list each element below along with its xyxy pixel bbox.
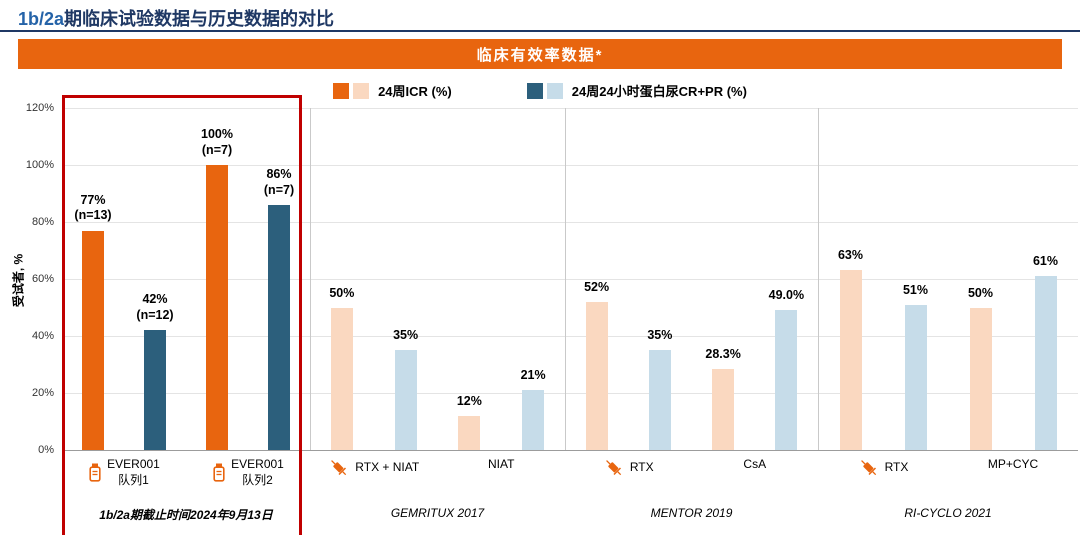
bar-value-label: 77% (n=13) (74, 192, 112, 223)
gridline (62, 222, 1078, 223)
gridline (62, 336, 1078, 337)
x-axis-label-text: NIAT (488, 457, 515, 471)
x-axis-label: EVER001 队列1 (49, 457, 199, 488)
legend-label: 24周ICR (%) (378, 84, 452, 99)
legend-swatch-blue (526, 82, 543, 99)
bar-value-label: 61% (1032, 254, 1059, 269)
group-separator (310, 108, 311, 450)
bar-value-label: 49.0% (768, 288, 805, 303)
x-axis-label: RTX (808, 457, 958, 479)
group-footer: MENTOR 2019 (650, 506, 733, 520)
legend-item: 24周ICR (%) (333, 81, 452, 100)
page-title-rest: 期临床试验数据与历史数据的对比 (64, 9, 335, 29)
bar-value-label: 42% (n=12) (136, 292, 174, 322)
x-axis-label-text: CsA (743, 457, 767, 471)
legend-item: 24周24小时蛋白尿CR+PR (%) (526, 81, 747, 100)
gridline (62, 165, 1078, 166)
bar (1034, 276, 1057, 450)
x-axis-line (62, 450, 1078, 451)
x-axis-label-text: EVER001 队列1 (107, 457, 160, 487)
group-separator (818, 108, 819, 450)
bar (394, 350, 417, 450)
bar-value-label: 21% (520, 368, 546, 383)
bar (712, 369, 735, 450)
bar-value-label: 50% (967, 285, 994, 300)
group-footer: GEMRITUX 2017 (390, 506, 485, 520)
y-axis-tick: 120% (25, 102, 54, 114)
legend-label: 24周24小时蛋白尿CR+PR (%) (571, 84, 747, 99)
group-footer: RI-CYCLO 2021 (904, 506, 992, 520)
bar-value-label: 35% (393, 328, 419, 343)
legend-swatch-orange_light (353, 82, 370, 99)
y-axis-tick: 60% (31, 273, 54, 285)
x-axis-label: NIAT (426, 457, 576, 473)
injector-icon (212, 463, 226, 482)
group-separator (565, 108, 566, 450)
syringe-icon (328, 457, 350, 479)
bar (206, 165, 228, 450)
bar-value-label: 12% (456, 393, 482, 408)
bar-value-label: 100% (n=7) (201, 127, 233, 157)
bar (82, 230, 104, 450)
y-axis-tick: 20% (31, 387, 54, 399)
bar-value-label: 35% (647, 328, 673, 343)
chart-legend: 24周ICR (%) 24周24小时蛋白尿CR+PR (%) (0, 81, 1080, 100)
bar (775, 310, 798, 450)
bar (648, 350, 671, 450)
y-axis-tick: 0% (38, 444, 54, 456)
x-axis-label: CsA (680, 457, 830, 473)
y-axis-tick: 80% (31, 216, 54, 228)
x-axis-label-text: MP+CYC (987, 457, 1039, 471)
y-axis-line (62, 108, 63, 450)
x-axis-label: EVER001 队列2 (173, 457, 323, 488)
bar-value-label: 52% (584, 279, 610, 294)
x-axis-label-text: RTX + NIAT (355, 460, 420, 475)
x-axis-label-text: RTX (629, 460, 654, 475)
bar (904, 304, 927, 450)
injector-icon (88, 463, 102, 482)
x-axis-label: RTX (553, 457, 703, 479)
bar (522, 390, 545, 450)
bar-value-label: 51% (902, 282, 929, 297)
bar (458, 415, 481, 450)
title-underline (0, 30, 1080, 32)
gridline (62, 393, 1078, 394)
bar (969, 307, 992, 450)
legend-swatch-blue_light (546, 82, 563, 99)
bar (839, 270, 862, 450)
bar-value-label: 50% (329, 285, 355, 300)
bar-value-label: 28.3% (705, 347, 741, 362)
y-axis-title: 受试者, % (11, 253, 26, 308)
page-title-accent: 1b/2a (18, 9, 65, 29)
x-axis-label: MP+CYC (938, 457, 1080, 473)
bar-value-label: 86% (n=7) (263, 166, 295, 197)
page-title: 1b/2a期临床试验数据与历史数据的对比 (18, 5, 334, 31)
gridline (62, 279, 1078, 280)
y-axis-tick: 40% (31, 330, 54, 342)
bar (144, 330, 166, 450)
bar (268, 204, 290, 450)
y-axis-tick: 100% (25, 159, 54, 171)
chart-banner: 临床有效率数据* (18, 39, 1062, 69)
syringe-icon (603, 457, 625, 479)
group-footer: 1b/2a期截止时间2024年9月13日 (99, 508, 273, 522)
bar (330, 307, 353, 450)
bar (585, 301, 608, 450)
bar-value-label: 63% (837, 248, 864, 263)
x-axis-label-text: EVER001 队列2 (231, 457, 284, 487)
legend-swatch-orange (333, 82, 350, 99)
gridline (62, 108, 1078, 109)
x-axis-label: RTX + NIAT (299, 457, 449, 479)
syringe-icon (858, 457, 880, 479)
x-axis-label-text: RTX (884, 460, 909, 475)
